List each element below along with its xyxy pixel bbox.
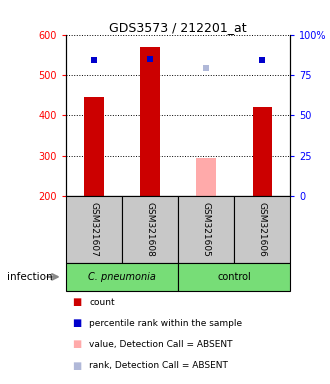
Text: value, Detection Call = ABSENT: value, Detection Call = ABSENT <box>89 340 233 349</box>
Bar <box>84 97 104 196</box>
Bar <box>66 196 122 263</box>
Text: ■: ■ <box>73 318 82 328</box>
Text: GSM321606: GSM321606 <box>258 202 267 257</box>
Bar <box>178 196 234 263</box>
Text: rank, Detection Call = ABSENT: rank, Detection Call = ABSENT <box>89 361 228 370</box>
Bar <box>196 157 216 196</box>
Text: control: control <box>217 272 251 282</box>
Bar <box>252 107 272 196</box>
Bar <box>140 47 160 196</box>
Text: GDS3573 / 212201_at: GDS3573 / 212201_at <box>109 21 247 34</box>
Text: ■: ■ <box>73 339 82 349</box>
Bar <box>234 196 290 263</box>
Text: GSM321608: GSM321608 <box>146 202 155 257</box>
Text: percentile rank within the sample: percentile rank within the sample <box>89 319 242 328</box>
Text: GSM321605: GSM321605 <box>202 202 211 257</box>
Bar <box>178 263 290 291</box>
Text: C. pneumonia: C. pneumonia <box>88 272 156 282</box>
Text: count: count <box>89 298 115 307</box>
Bar <box>66 263 178 291</box>
Text: infection: infection <box>7 272 52 282</box>
Bar <box>122 196 178 263</box>
Text: ■: ■ <box>73 361 82 371</box>
Text: ■: ■ <box>73 297 82 307</box>
Text: GSM321607: GSM321607 <box>89 202 99 257</box>
